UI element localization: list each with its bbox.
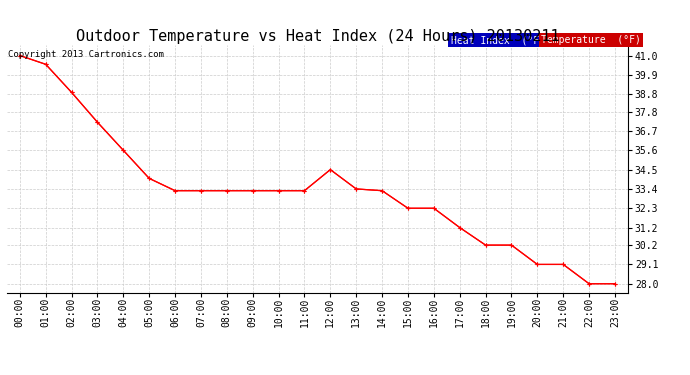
Text: Temperature  (°F): Temperature (°F)	[541, 35, 641, 45]
Text: Copyright 2013 Cartronics.com: Copyright 2013 Cartronics.com	[8, 50, 164, 59]
Title: Outdoor Temperature vs Heat Index (24 Hours) 20130211: Outdoor Temperature vs Heat Index (24 Ho…	[76, 29, 559, 44]
Text: Heat Index  (°F): Heat Index (°F)	[451, 35, 545, 45]
